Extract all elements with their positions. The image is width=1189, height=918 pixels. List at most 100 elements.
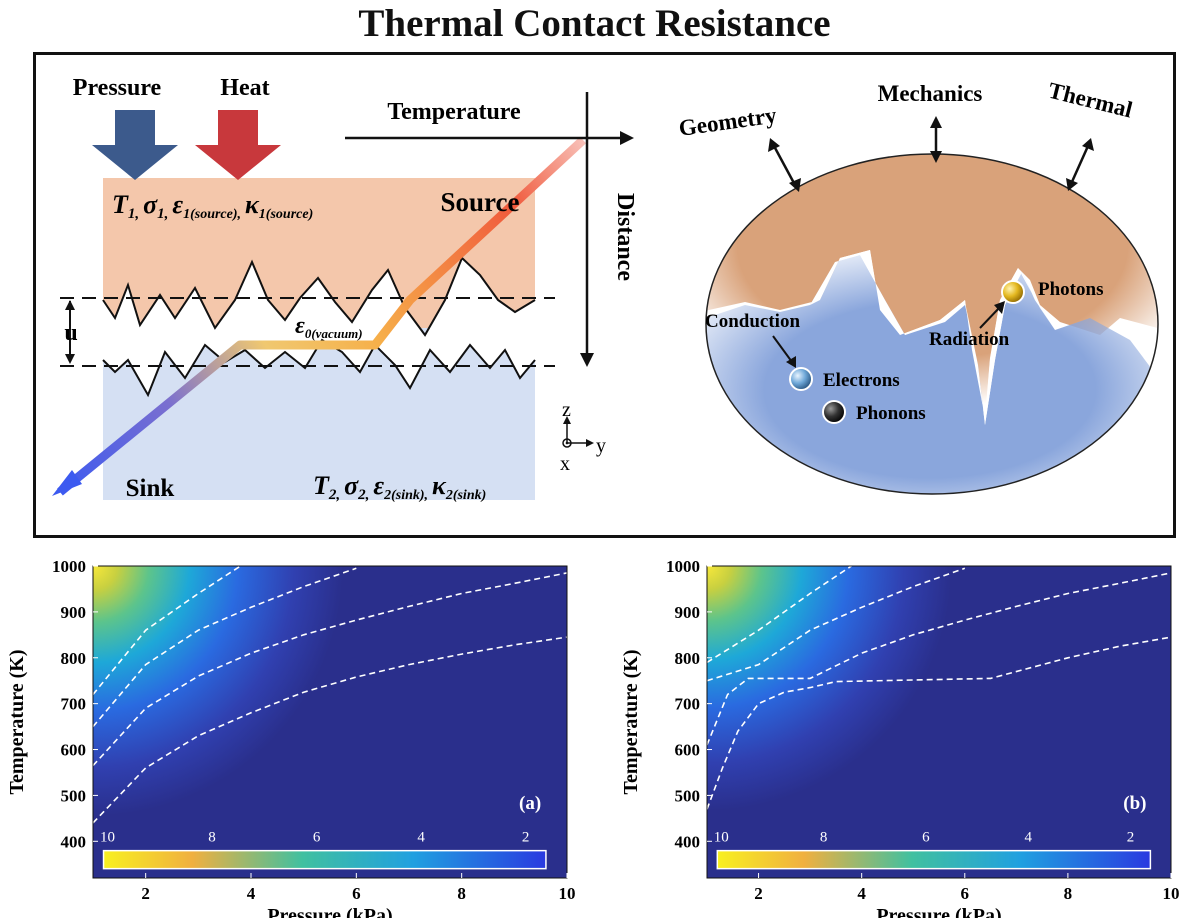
thermal-link [1069, 145, 1090, 185]
geometry-label: Geometry [677, 102, 778, 141]
y-axis-label: y [596, 435, 606, 457]
y-tick-label: 800 [61, 649, 87, 668]
thermal-arrow-up-icon [1082, 138, 1094, 151]
source-label: Source [441, 187, 520, 217]
electrons-label: Electrons [823, 370, 900, 391]
z-axis-label: z [562, 399, 571, 421]
figure-title: Thermal Contact Resistance [358, 2, 831, 45]
x-axis-icon [562, 438, 572, 448]
contour-line [93, 572, 567, 767]
conduction-label: Conduction [705, 311, 800, 332]
colorbar [716, 849, 1152, 870]
panel-annotation: (b) [1123, 793, 1146, 814]
photon-sphere-icon [1001, 280, 1025, 304]
distance-label: Distance [612, 193, 638, 281]
x-tick-label: 8 [457, 884, 466, 903]
geometry-arrow-down-icon [789, 178, 801, 192]
contact-gap [810, 250, 1055, 425]
electron-sphere-icon [789, 367, 813, 391]
y-tick-label: 400 [675, 832, 701, 851]
x-axis-dot [565, 441, 569, 445]
y-tick-label: 400 [61, 832, 87, 851]
plot-frame [92, 565, 568, 879]
y-axis-label: Temperature (K) [620, 650, 642, 795]
gap-arrow-down-icon [65, 354, 75, 364]
radiation-pointer [979, 306, 1001, 329]
gap-arrow-up-icon [65, 300, 75, 310]
heatmap-field [707, 566, 1171, 878]
z-arrow-icon [563, 416, 571, 424]
geometry-arrow-up-icon [768, 138, 780, 152]
contour-lines [707, 566, 1171, 810]
contour-line [93, 566, 241, 696]
contour-line [93, 636, 567, 824]
colorbar-label: 6 [313, 830, 321, 846]
y-tick-label: 600 [675, 741, 701, 760]
pressure-label: Pressure [73, 75, 162, 101]
radiation-label: Radiation [929, 329, 1010, 350]
y-tick-label: 900 [61, 603, 87, 622]
upper-solid [706, 154, 1158, 420]
colorbar-label: 2 [1127, 830, 1135, 846]
colorbar-label: 4 [417, 830, 425, 846]
geometry-link [772, 145, 797, 186]
contour-line [93, 567, 357, 728]
colorbar-label: 10 [100, 830, 115, 846]
radiation-arrow-icon [994, 301, 1005, 314]
conduction-arrow-icon [786, 356, 796, 368]
mechanics-arrow-down-icon [930, 151, 942, 163]
lower-solid [706, 255, 1158, 494]
conduction-pointer [772, 335, 793, 363]
y-axis-label: Temperature (K) [6, 650, 28, 795]
colorbar-label: 2 [522, 830, 530, 846]
lower-surface-profile [102, 338, 536, 398]
x-tick-label: 10 [1163, 884, 1180, 903]
contour-line [707, 636, 1171, 810]
y-tick-label: 1000 [666, 557, 700, 576]
x-tick-label: 2 [754, 884, 763, 903]
y-tick-label: 700 [675, 695, 701, 714]
x-axis-label: Pressure (kPa) [267, 905, 392, 918]
panel-annotation: (a) [519, 793, 541, 814]
colorbar-label: 6 [922, 830, 930, 846]
temperature-profile [57, 136, 587, 496]
x-tick-label: 6 [961, 884, 970, 903]
x-tick-label: 8 [1064, 884, 1073, 903]
x-tick-label: 10 [559, 884, 576, 903]
x-tick-label: 2 [141, 884, 150, 903]
sink-label: Sink [126, 475, 175, 502]
contour-lines [93, 566, 567, 824]
mechanics-label: Mechanics [878, 81, 983, 106]
thermal-arrow-down-icon [1066, 178, 1078, 191]
mechanics-arrow-up-icon [930, 116, 942, 128]
heat-arrow-icon [195, 110, 281, 180]
thermal-label: Thermal [1046, 78, 1135, 123]
x-tick-label: 4 [857, 884, 866, 903]
y-tick-label: 700 [61, 695, 87, 714]
heatmap-charts: 2 4 6 8 10 400 500 600 700 800 900 1000 Pressure (kP… [6, 557, 1180, 918]
colorbar-label: 10 [714, 830, 729, 846]
schematic-frame [33, 52, 1176, 538]
temperature-axis-arrow-icon [620, 131, 634, 145]
heat-label: Heat [220, 75, 269, 101]
colorbar-label: 4 [1024, 830, 1032, 846]
plot-frame [706, 565, 1172, 879]
heatmap-field [93, 566, 567, 878]
vacuum-properties: ε0(vacuum) [295, 313, 363, 341]
contour-line [707, 567, 966, 682]
contour-line [707, 572, 1171, 746]
upper-surface-profile [102, 256, 536, 337]
y-arrow-icon [586, 439, 594, 447]
x-axis-label: Pressure (kPa) [876, 905, 1001, 918]
photons-label: Photons [1038, 279, 1103, 300]
pressure-arrow-icon [92, 110, 178, 180]
interface-gap [103, 258, 535, 395]
y-tick-label: 500 [675, 786, 701, 805]
distance-axis-arrow-icon [580, 353, 594, 367]
x-axis-label: x [560, 453, 570, 475]
y-tick-label: 800 [675, 649, 701, 668]
x-tick-label: 6 [352, 884, 361, 903]
y-tick-label: 1000 [52, 557, 86, 576]
